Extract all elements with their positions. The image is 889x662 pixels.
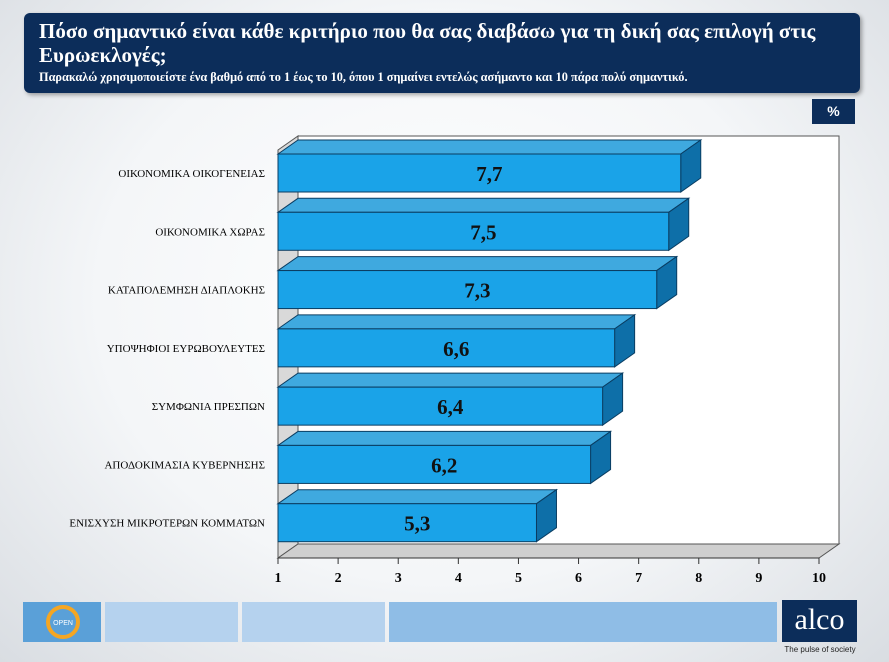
bar-value-label: 6,2: [431, 453, 457, 477]
bar-top: [276, 430, 613, 446]
bar-value-label: 6,6: [443, 337, 469, 361]
chart-subtitle: Παρακαλώ χρησιμοποιείστε ένα βαθμό από τ…: [39, 70, 688, 84]
bar-top: [276, 372, 625, 388]
bar: [277, 444, 592, 484]
alco-tagline: The pulse of society: [784, 645, 856, 654]
chart-floor: [276, 543, 841, 559]
category-label: ΣΥΜΦΩΝΙΑ ΠΡΕΣΠΩΝ: [152, 401, 265, 413]
x-axis-ticks: 1 2 3 4 5 6 7 8 9 10: [275, 558, 826, 586]
alco-logo-text: alco: [794, 603, 845, 636]
bar-value-label: 6,4: [437, 395, 464, 419]
x-tick-label: 9: [755, 571, 762, 586]
x-tick-label: 2: [335, 571, 342, 586]
bar-group: 7,5: [276, 197, 691, 252]
bar: [277, 328, 616, 368]
x-tick-label: 4: [455, 571, 462, 586]
open-tv-logo: OPEN: [23, 602, 101, 642]
x-tick-label: 1: [275, 571, 282, 586]
x-tick-label: 6: [575, 571, 582, 586]
category-labels: ΟΙΚΟΝΟΜΙΚΑ ΟΙΚΟΓΕΝΕΙΑΣ ΟΙΚΟΝΟΜΙΚΑ ΧΩΡΑΣ ΚΑ…: [69, 168, 265, 530]
bar: [277, 503, 537, 543]
chart-bars: 7,7 7,5 7,3 6,6 6,4 6,2 5,3: [276, 139, 703, 543]
bar-group: 7,3: [276, 255, 679, 310]
bar-chart: 7,7 7,5 7,3 6,6 6,4 6,2 5,3 ΟΙΚΟΝΟΜΙΚΑ ΟΙΚΟΓΕΝ…: [69, 135, 841, 586]
footer: OPEN alco The pulse of society: [0, 600, 889, 662]
bar-top: [276, 197, 691, 213]
header-banner: Πόσο σημαντικό είναι κάθε κριτήριο που θ…: [24, 13, 860, 93]
category-label: ΟΙΚΟΝΟΜΙΚΑ ΟΙΚΟΓΕΝΕΙΑΣ: [118, 168, 265, 180]
bar-value-label: 7,7: [476, 162, 502, 186]
bar-group: 6,2: [276, 430, 613, 485]
footer-bar-3: [389, 602, 777, 642]
bar: [277, 386, 604, 426]
footer-bar-1: [105, 602, 238, 642]
category-label: ΥΠΟΨΗΦΙΟΙ ΕΥΡΩΒΟΥΛΕΥΤΕΣ: [107, 343, 265, 355]
alco-logo: alco: [782, 600, 857, 642]
category-label: ΑΠΟΔΟΚΙΜΑΣΙΑ ΚΥΒΕΡΝΗΣΗΣ: [104, 459, 265, 471]
bar-top: [276, 489, 559, 505]
x-tick-label: 5: [515, 571, 522, 586]
bar-value-label: 7,5: [470, 220, 496, 244]
bar: [277, 211, 670, 251]
x-tick-label: 7: [635, 571, 642, 586]
open-logo-text: OPEN: [53, 620, 73, 627]
bar-group: 6,4: [276, 372, 625, 427]
x-tick-label: 3: [395, 571, 402, 586]
x-tick-label: 8: [695, 571, 702, 586]
bar-group: 5,3: [276, 488, 559, 543]
category-label: ΟΙΚΟΝΟΜΙΚΑ ΧΩΡΑΣ: [155, 226, 265, 238]
bar-top: [276, 256, 679, 272]
bar-group: 7,7: [276, 139, 703, 193]
x-tick-label: 10: [812, 571, 826, 586]
unit-badge: %: [812, 99, 855, 124]
category-label: ΚΑΤΑΠΟΛΕΜΗΣΗ ΔΙΑΠΛΟΚΗΣ: [108, 285, 265, 297]
bar: [277, 270, 658, 310]
footer-bar-2: [242, 602, 385, 642]
bar-top: [276, 314, 637, 330]
bar-group: 6,6: [276, 313, 637, 368]
bar-value-label: 7,3: [464, 279, 490, 303]
bar-value-label: 5,3: [404, 512, 430, 536]
bar-top: [276, 139, 703, 155]
chart-title: Πόσο σημαντικό είναι κάθε κριτήριο που θ…: [39, 19, 816, 67]
bar: [277, 153, 682, 193]
category-label: ΕΝΙΣΧΥΣΗ ΜΙΚΡΟΤΕΡΩΝ ΚΟΜΜΑΤΩΝ: [69, 518, 265, 530]
